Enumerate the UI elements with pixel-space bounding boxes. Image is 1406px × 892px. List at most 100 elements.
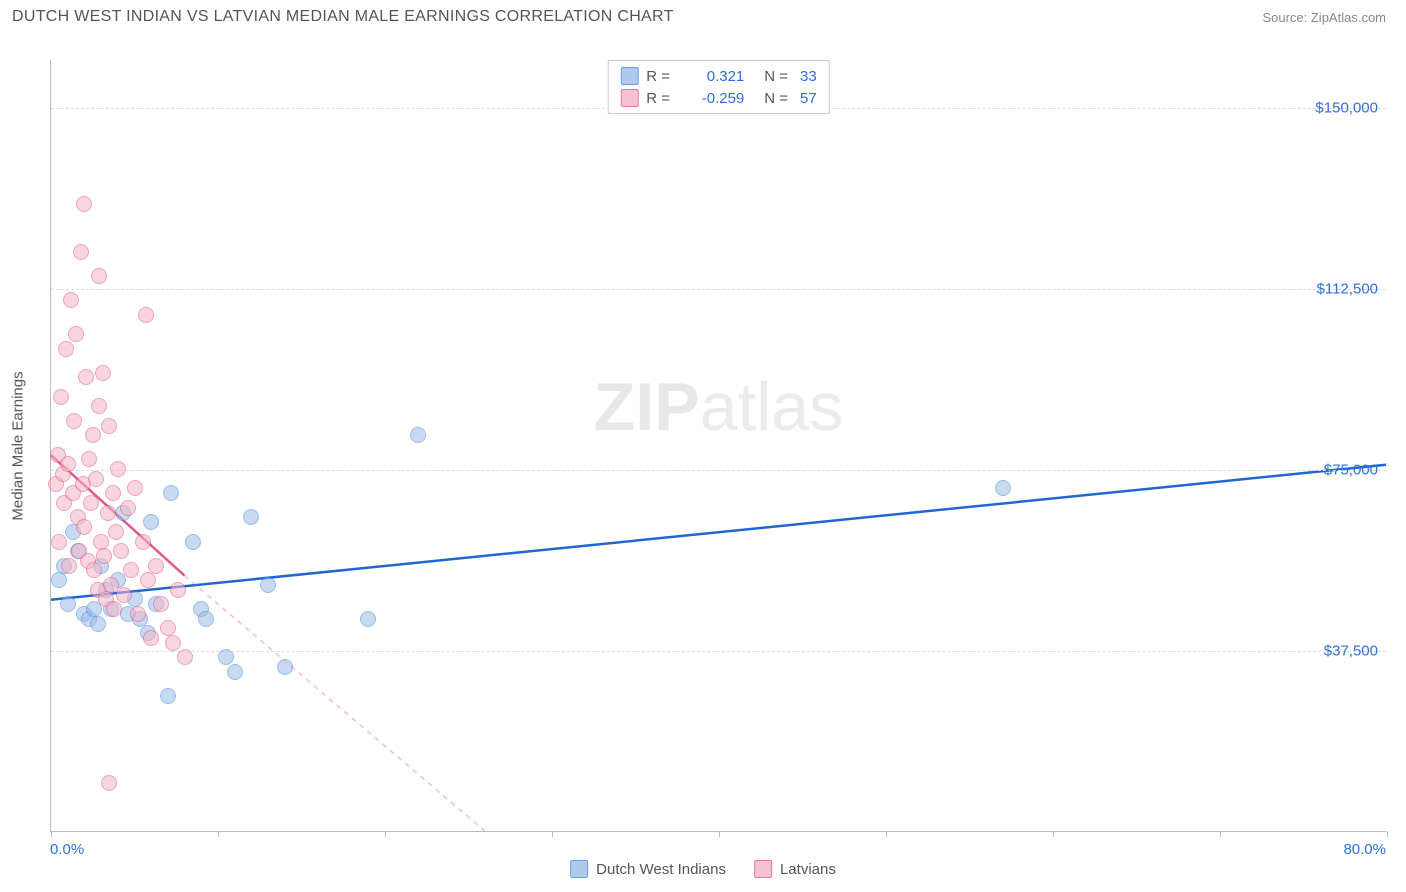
corr-legend-row: R =0.321N =33 <box>620 65 816 87</box>
scatter-point <box>86 562 102 578</box>
scatter-point <box>85 427 101 443</box>
source-label: Source: ZipAtlas.com <box>1262 10 1386 25</box>
scatter-point <box>68 326 84 342</box>
scatter-point <box>148 558 164 574</box>
x-min-label: 0.0% <box>50 841 84 858</box>
x-tick <box>1220 831 1221 837</box>
x-tick <box>886 831 887 837</box>
scatter-point <box>78 369 94 385</box>
n-label: N = <box>764 90 788 107</box>
gridline-h <box>51 470 1386 471</box>
scatter-point <box>88 471 104 487</box>
scatter-point <box>60 456 76 472</box>
trend-lines <box>51 60 1386 831</box>
y-tick-label: $112,500 <box>1317 281 1378 298</box>
x-tick <box>385 831 386 837</box>
series-name: Dutch West Indians <box>596 861 726 878</box>
scatter-point <box>218 649 234 665</box>
legend-swatch <box>570 860 588 878</box>
scatter-point <box>53 389 69 405</box>
scatter-point <box>227 664 243 680</box>
scatter-point <box>93 534 109 550</box>
series-name: Latvians <box>780 861 836 878</box>
gridline-h <box>51 289 1386 290</box>
gridline-h <box>51 651 1386 652</box>
x-max-label: 80.0% <box>1343 841 1386 858</box>
scatter-point <box>51 572 67 588</box>
x-tick <box>552 831 553 837</box>
scatter-point <box>91 268 107 284</box>
series-legend-item: Latvians <box>754 860 836 878</box>
scatter-point <box>120 500 136 516</box>
scatter-point <box>60 596 76 612</box>
scatter-point <box>100 505 116 521</box>
scatter-point <box>165 635 181 651</box>
scatter-point <box>91 398 107 414</box>
scatter-point <box>83 495 99 511</box>
y-tick-label: $37,500 <box>1324 643 1378 660</box>
scatter-point <box>96 548 112 564</box>
scatter-point <box>130 606 146 622</box>
scatter-point <box>185 534 201 550</box>
scatter-point <box>360 611 376 627</box>
series-legend: Dutch West Indians Latvians <box>570 860 836 878</box>
scatter-point <box>101 775 117 791</box>
x-tick <box>51 831 52 837</box>
scatter-point <box>61 558 77 574</box>
r-value: -0.259 <box>684 90 744 107</box>
r-label: R = <box>646 90 676 107</box>
scatter-point <box>51 534 67 550</box>
scatter-point <box>198 611 214 627</box>
scatter-point <box>135 534 151 550</box>
scatter-point <box>66 413 82 429</box>
scatter-point <box>123 562 139 578</box>
corr-legend-row: R = -0.259 N = 57 <box>620 87 816 109</box>
x-tick <box>719 831 720 837</box>
series-legend-item: Dutch West Indians <box>570 860 726 878</box>
x-tick <box>1387 831 1388 837</box>
y-tick-label: $75,000 <box>1324 462 1378 479</box>
scatter-point <box>260 577 276 593</box>
correlation-legend: R = 0.321 N = 33 R = -0.259 N = 57 <box>607 60 829 114</box>
y-axis-label: Median Male Earnings <box>10 371 27 520</box>
scatter-point <box>108 524 124 540</box>
scatter-point <box>277 659 293 675</box>
legend-swatch <box>754 860 772 878</box>
legend-swatch <box>620 89 638 107</box>
n-value: 57 <box>800 90 817 107</box>
scatter-point <box>110 461 126 477</box>
scatter-point <box>76 519 92 535</box>
scatter-point <box>243 509 259 525</box>
scatter-point <box>170 582 186 598</box>
scatter-point <box>95 365 111 381</box>
chart-title: DUTCH WEST INDIAN VS LATVIAN MEDIAN MALE… <box>12 8 674 26</box>
n-label: N = <box>764 68 788 85</box>
legend-swatch <box>620 67 638 85</box>
scatter-point <box>105 485 121 501</box>
scatter-point <box>58 341 74 357</box>
x-tick <box>1053 831 1054 837</box>
scatter-point <box>160 688 176 704</box>
scatter-point <box>101 418 117 434</box>
scatter-point <box>73 244 89 260</box>
scatter-point <box>410 427 426 443</box>
scatter-point <box>995 480 1011 496</box>
scatter-point <box>143 514 159 530</box>
scatter-point <box>143 630 159 646</box>
scatter-point <box>163 485 179 501</box>
y-tick-label: $150,000 <box>1315 100 1378 117</box>
scatter-point <box>106 601 122 617</box>
scatter-point <box>127 480 143 496</box>
scatter-point <box>63 292 79 308</box>
scatter-point <box>153 596 169 612</box>
scatter-point <box>76 196 92 212</box>
n-value: 33 <box>800 68 817 85</box>
scatter-point <box>177 649 193 665</box>
r-value: 0.321 <box>684 68 744 85</box>
scatter-point <box>140 572 156 588</box>
scatter-point <box>116 587 132 603</box>
scatter-point <box>113 543 129 559</box>
chart-plot-area: ZIPatlas R =0.321N =33R =-0.259N =57 $37… <box>50 60 1386 832</box>
scatter-point <box>138 307 154 323</box>
x-tick <box>218 831 219 837</box>
